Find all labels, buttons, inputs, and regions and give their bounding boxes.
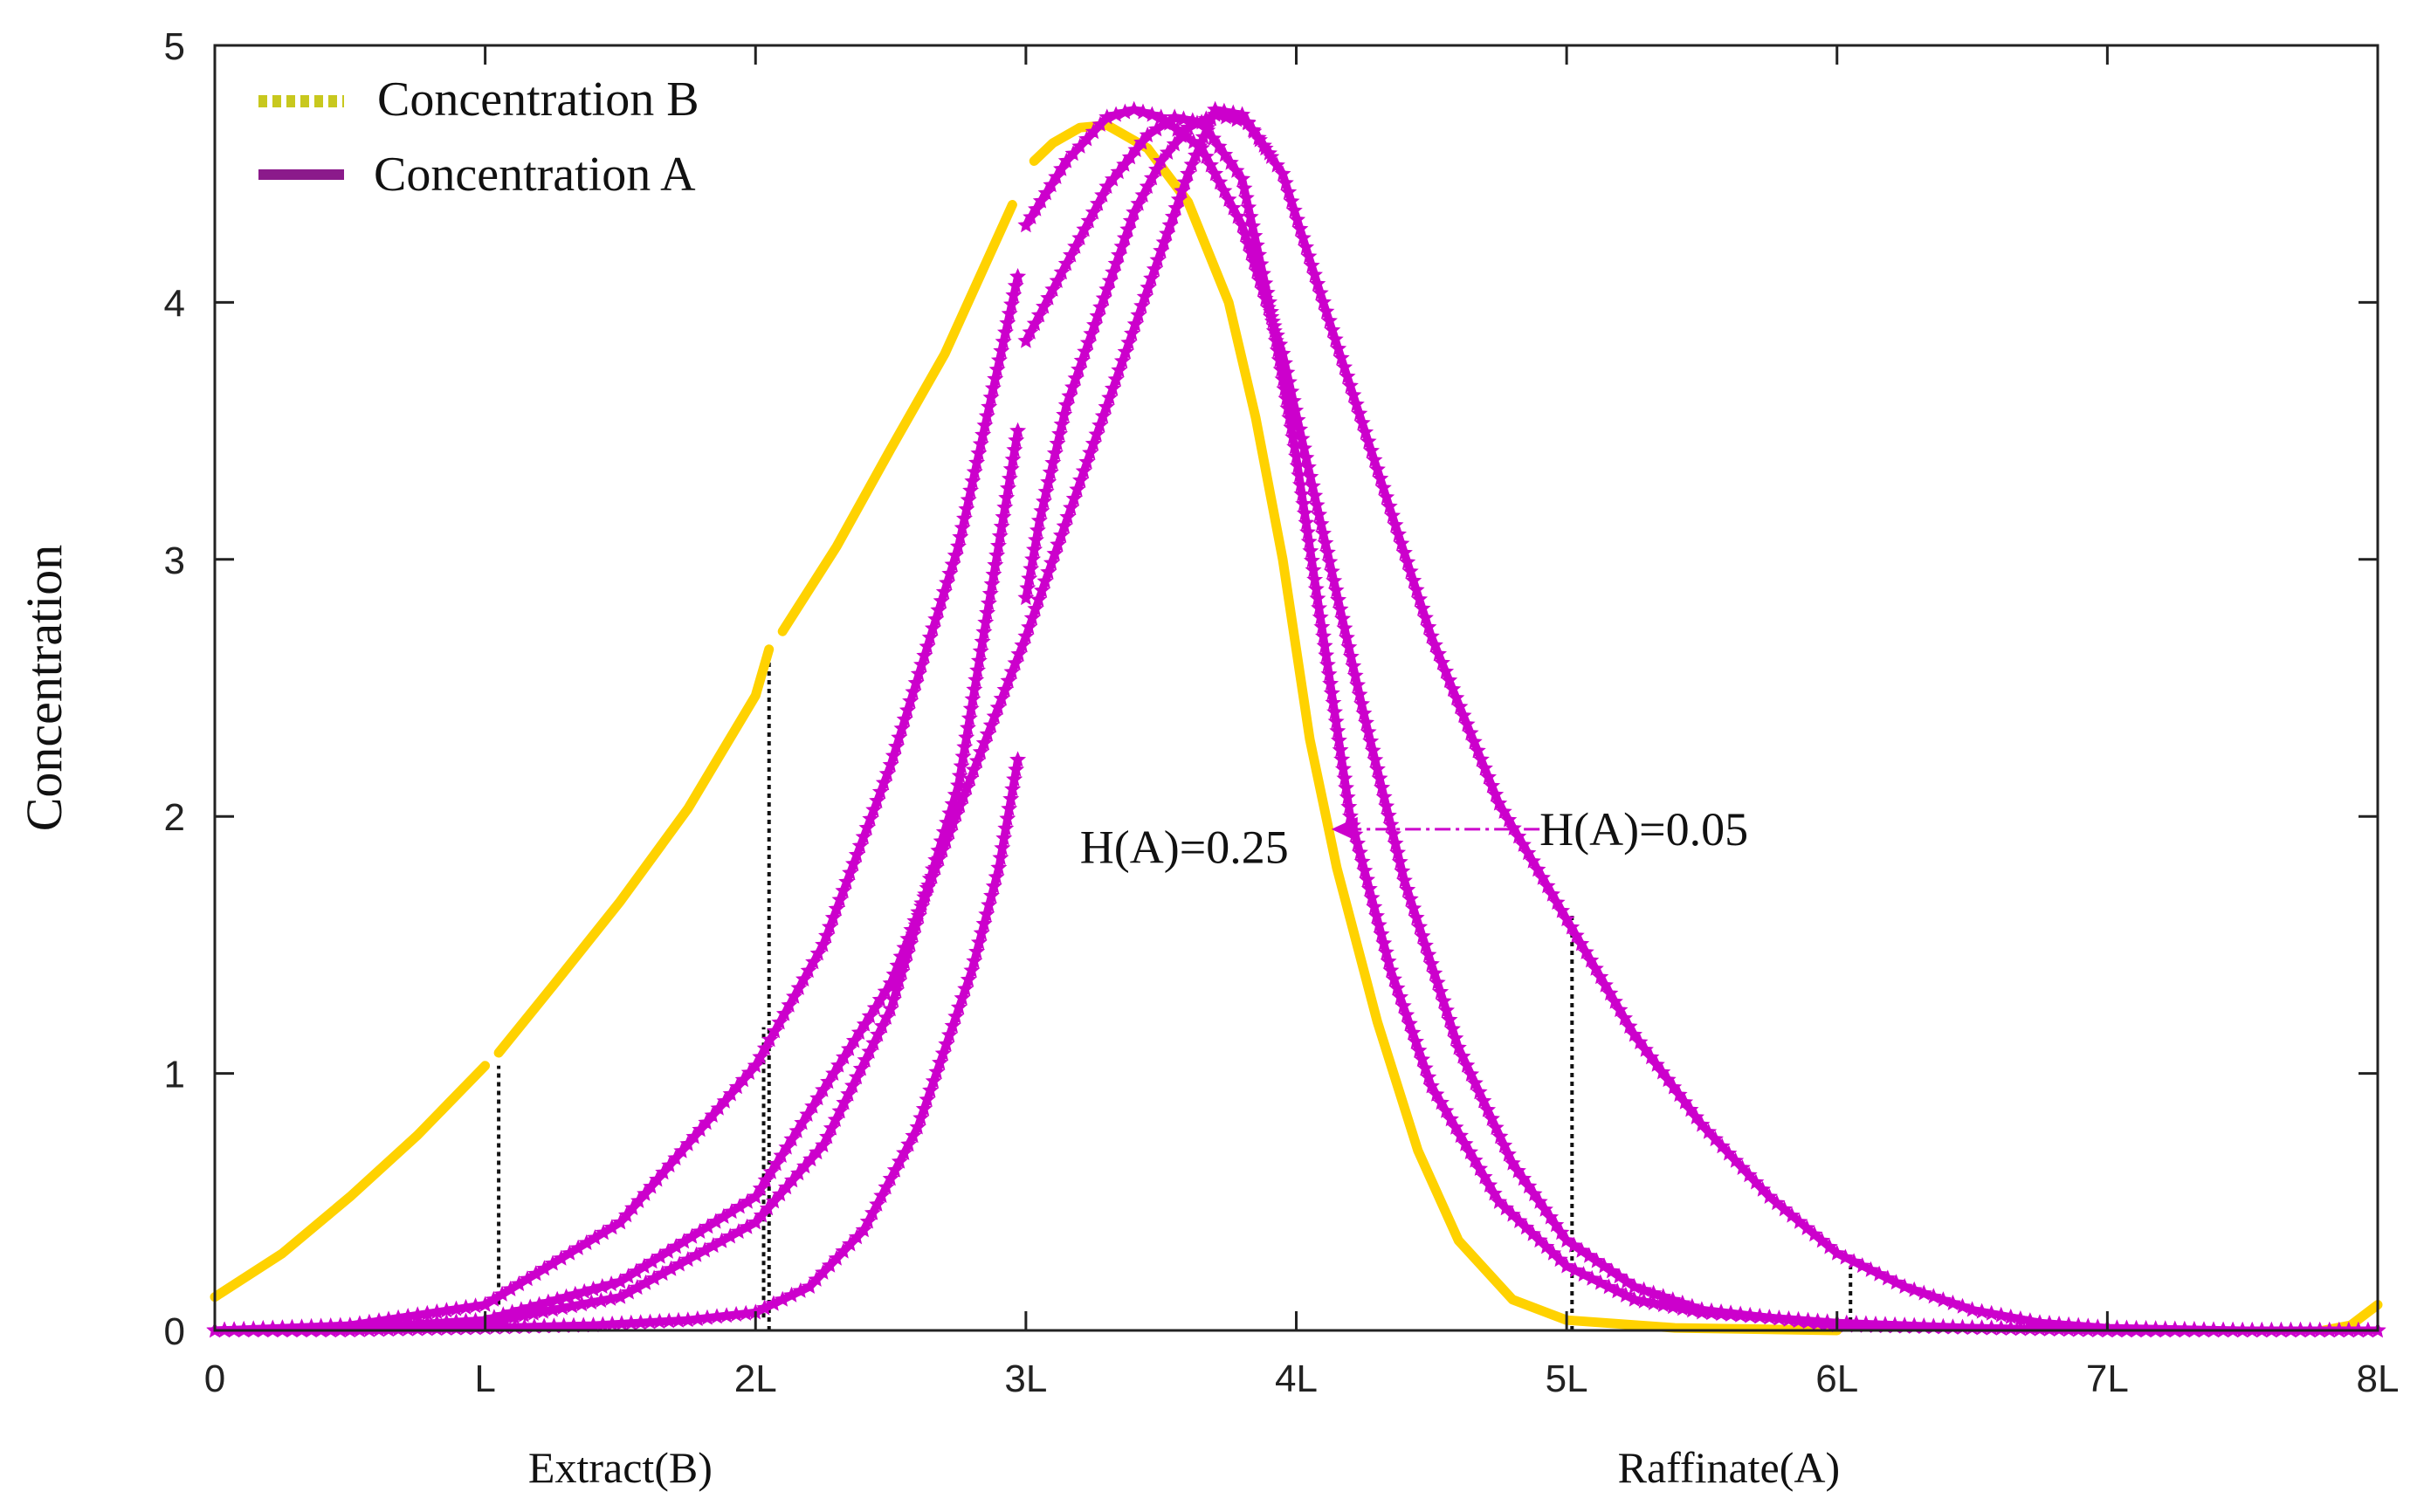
axis-ticks: 0 L 2L 3L 4L 5L 6L 7L 8L 0 1 2 3 4 5 Extract(B) Raffinat… — [164, 25, 2400, 1492]
x-tick-label-3: 3L — [1004, 1357, 1047, 1400]
series-4 — [206, 100, 2386, 1338]
y-axis-label: Concentration — [16, 545, 72, 832]
x-tick-label-4: 4L — [1275, 1357, 1318, 1400]
x-tick-label-0: 0 — [204, 1357, 225, 1400]
x-sublabel-1: Raffinate(A) — [1618, 1443, 1841, 1492]
x-tick-label-2: 2L — [734, 1357, 777, 1400]
y-tick-label-3: 3 — [164, 540, 185, 582]
annotation-text-1: H(A)=0.05 — [1539, 803, 1748, 856]
series-0-segment-0 — [210, 1061, 491, 1302]
annotation-arrow-head — [1331, 816, 1358, 842]
plot-area: H(A)=0.25 H(A)=0.05 — [206, 100, 2386, 1338]
y-tick-label-4: 4 — [164, 282, 185, 325]
y-tick-label-5: 5 — [164, 25, 185, 68]
annotation-text-0: H(A)=0.25 — [1080, 821, 1289, 874]
x-tick-label-7: 7L — [2086, 1357, 2129, 1400]
series-0-segment-1 — [493, 644, 775, 1058]
x-tick-label-1: L — [474, 1357, 495, 1400]
x-tick-label-5: 5L — [1546, 1357, 1588, 1400]
series-0-segment-2 — [777, 200, 1017, 636]
legend: Concentration B Concentration A — [258, 72, 699, 202]
y-tick-label-1: 1 — [164, 1054, 185, 1096]
y-tick-label-2: 2 — [164, 796, 185, 839]
legend-label-a: Concentration A — [374, 148, 696, 202]
x-tick-label-8: 8L — [2357, 1357, 2400, 1400]
series-3 — [206, 100, 2386, 1338]
legend-label-b: Concentration B — [377, 72, 699, 127]
x-sublabel-0: Extract(B) — [528, 1443, 713, 1492]
x-tick-label-6: 6L — [1815, 1357, 1858, 1400]
y-tick-label-0: 0 — [164, 1310, 185, 1353]
